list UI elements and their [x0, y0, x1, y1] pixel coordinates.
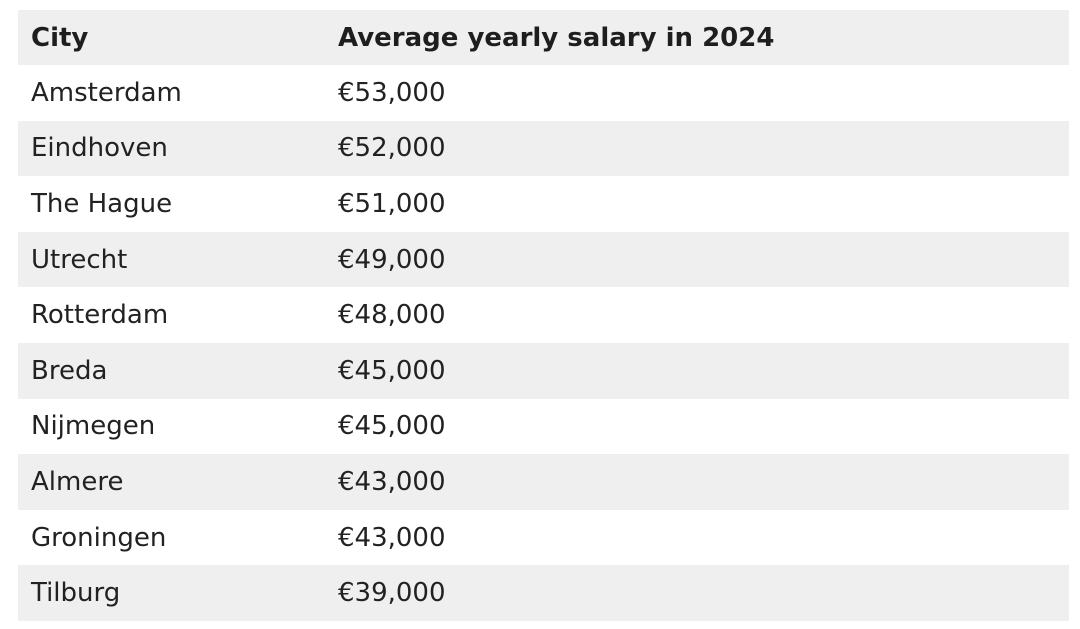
table-header: City Average yearly salary in 2024 [18, 10, 1069, 65]
salary-cell: €53,000 [325, 65, 1069, 121]
column-header-salary: Average yearly salary in 2024 [325, 10, 1069, 65]
table-body: Amsterdam €53,000 Eindhoven €52,000 The … [18, 65, 1069, 621]
salary-cell: €45,000 [325, 398, 1069, 455]
salary-cell: €45,000 [325, 342, 1069, 399]
table-row: Breda €45,000 [18, 342, 1069, 399]
city-cell: Eindhoven [18, 120, 325, 177]
table-row: Rotterdam €48,000 [18, 287, 1069, 343]
city-cell: Breda [18, 342, 325, 399]
salary-cell: €43,000 [325, 454, 1069, 510]
city-cell: Groningen [18, 509, 325, 566]
salary-cell: €39,000 [325, 565, 1069, 621]
table-row: The Hague €51,000 [18, 176, 1069, 232]
table-row: Amsterdam €53,000 [18, 65, 1069, 121]
table-row: Eindhoven €52,000 [18, 120, 1069, 177]
city-cell: The Hague [18, 176, 325, 232]
column-header-city: City [18, 10, 325, 65]
salary-cell: €52,000 [325, 120, 1069, 177]
city-cell: Nijmegen [18, 398, 325, 455]
salary-table-container: City Average yearly salary in 2024 Amste… [18, 10, 1069, 621]
salary-cell: €49,000 [325, 231, 1069, 288]
salary-cell: €43,000 [325, 509, 1069, 566]
salary-table: City Average yearly salary in 2024 Amste… [18, 10, 1069, 621]
salary-cell: €51,000 [325, 176, 1069, 232]
city-cell: Rotterdam [18, 287, 325, 343]
city-cell: Almere [18, 454, 325, 510]
table-row: Tilburg €39,000 [18, 565, 1069, 621]
salary-cell: €48,000 [325, 287, 1069, 343]
header-row: City Average yearly salary in 2024 [18, 10, 1069, 65]
table-row: Nijmegen €45,000 [18, 398, 1069, 455]
table-row: Utrecht €49,000 [18, 231, 1069, 288]
city-cell: Tilburg [18, 565, 325, 621]
city-cell: Amsterdam [18, 65, 325, 121]
table-row: Almere €43,000 [18, 454, 1069, 510]
table-row: Groningen €43,000 [18, 509, 1069, 566]
city-cell: Utrecht [18, 231, 325, 288]
